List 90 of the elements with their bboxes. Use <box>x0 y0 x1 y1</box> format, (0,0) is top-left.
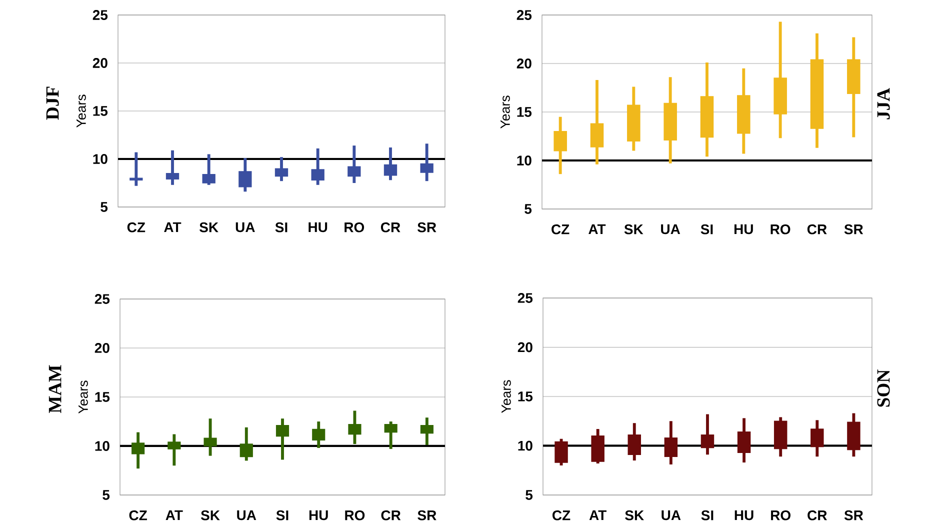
candlestick <box>202 152 216 186</box>
y-tick-label: 15 <box>93 106 108 116</box>
x-tick-label: SK <box>200 222 218 232</box>
candlestick <box>276 417 290 462</box>
x-tick-label: UA <box>236 222 255 232</box>
x-tick-label: SI <box>700 224 713 234</box>
candlestick <box>311 146 324 186</box>
y-tick-label: 5 <box>526 490 533 500</box>
candlestick <box>664 420 678 466</box>
candlestick <box>348 144 361 184</box>
y-tick-label: 25 <box>516 10 532 20</box>
y-tick-label: 5 <box>102 490 110 500</box>
x-tick-label: HU <box>309 510 328 520</box>
text: MAM <box>48 365 62 414</box>
x-tick-label: SI <box>276 510 288 520</box>
candlestick <box>384 420 398 450</box>
x-tick-label: UA <box>662 510 681 520</box>
x-tick-label: CZ <box>129 510 147 520</box>
candlestick <box>166 148 180 186</box>
x-tick-label: AT <box>166 510 183 520</box>
x-tick-label: HU <box>734 224 753 234</box>
x-tick-label: CR <box>381 510 401 520</box>
x-tick-label: SK <box>624 224 644 234</box>
x-tick-label: RO <box>345 510 365 520</box>
text: SON <box>877 370 890 407</box>
candlestick <box>168 432 181 468</box>
candlestick <box>737 416 751 464</box>
x-tick-label: RO <box>344 222 364 232</box>
x-tick-label: UA <box>237 510 256 520</box>
y-tick-label: 5 <box>524 204 532 214</box>
candlestick <box>628 422 641 462</box>
candlestick <box>274 156 288 183</box>
y-axis-title: Years <box>78 380 88 414</box>
y-tick-label: 10 <box>93 154 108 164</box>
y-tick-label: 10 <box>95 441 110 451</box>
x-tick-label: RO <box>770 224 790 234</box>
x-tick-label: HU <box>734 510 754 520</box>
candlestick <box>554 115 567 176</box>
x-tick-label: SI <box>275 222 288 232</box>
text: JJA <box>877 88 890 120</box>
x-tick-label: SR <box>844 510 864 520</box>
x-tick-label: SK <box>200 510 220 520</box>
y-tick-label: 25 <box>94 294 110 304</box>
y-tick-label: 20 <box>518 342 532 352</box>
x-tick-label: AT <box>164 222 182 232</box>
x-tick-label: AT <box>588 224 606 234</box>
x-tick-label: SI <box>701 510 714 520</box>
y-tick-label: 5 <box>100 202 108 212</box>
candlestick <box>700 412 714 456</box>
x-tick-label: SR <box>844 224 864 234</box>
candlestick <box>554 437 568 467</box>
x-tick-label: AT <box>589 510 606 520</box>
candlestick <box>384 146 398 182</box>
candlestick <box>312 420 326 450</box>
y-tick-label: 15 <box>517 107 532 117</box>
candlestick <box>420 142 434 183</box>
y-axis-title: Years <box>76 94 86 128</box>
candlestick <box>810 418 824 458</box>
x-tick-label: CR <box>808 510 827 520</box>
x-tick-label: RO <box>771 510 790 520</box>
y-tick-label: 20 <box>516 58 532 68</box>
x-tick-label: CZ <box>552 224 570 234</box>
candlestick <box>240 426 253 462</box>
y-tick-label: 25 <box>518 293 533 303</box>
x-tick-label: CR <box>380 222 400 232</box>
y-tick-label: 20 <box>92 58 108 68</box>
y-tick-label: 10 <box>518 440 532 451</box>
x-tick-label: CZ <box>127 222 146 232</box>
x-tick-label: SR <box>418 222 436 232</box>
candlestick <box>130 150 143 188</box>
x-tick-label: SR <box>418 510 436 520</box>
text: DJF <box>46 86 59 120</box>
candlestick <box>420 416 434 446</box>
x-tick-label: UA <box>661 224 680 234</box>
y-tick-label: 15 <box>95 392 110 402</box>
candlestick <box>204 417 217 458</box>
y-axis-title: Years <box>500 96 510 129</box>
candlestick <box>348 409 362 446</box>
x-tick-label: HU <box>308 222 328 232</box>
y-tick-label: 10 <box>517 156 532 166</box>
x-tick-label: SK <box>625 510 644 520</box>
y-tick-label: 25 <box>92 10 108 20</box>
x-tick-label: CZ <box>552 510 570 520</box>
y-axis-title: Years <box>502 380 511 413</box>
y-tick-label: 20 <box>94 343 110 353</box>
candlestick <box>590 78 604 166</box>
candlestick <box>132 430 145 470</box>
candlestick <box>238 156 252 194</box>
x-tick-label: CR <box>807 224 827 234</box>
y-tick-label: 15 <box>518 392 533 402</box>
